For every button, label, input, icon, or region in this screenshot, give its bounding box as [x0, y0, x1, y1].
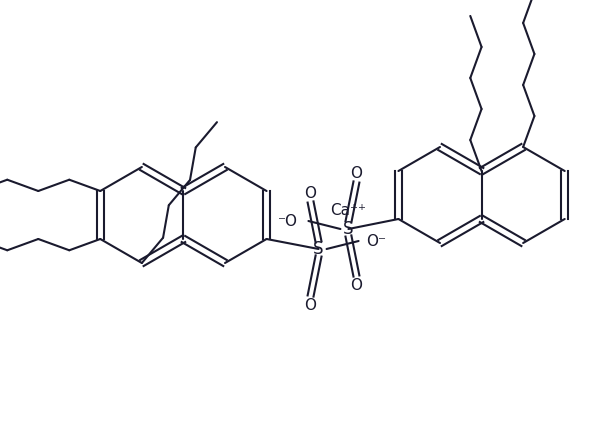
Text: Ca⁺⁺: Ca⁺⁺ [330, 202, 366, 218]
Text: S: S [314, 240, 324, 258]
Text: O: O [350, 278, 362, 292]
Text: S: S [343, 220, 353, 238]
Text: O: O [305, 298, 317, 312]
Text: O⁻: O⁻ [367, 233, 387, 249]
Text: ⁻O: ⁻O [278, 213, 299, 229]
Text: O: O [350, 165, 362, 181]
Text: O: O [305, 185, 317, 201]
